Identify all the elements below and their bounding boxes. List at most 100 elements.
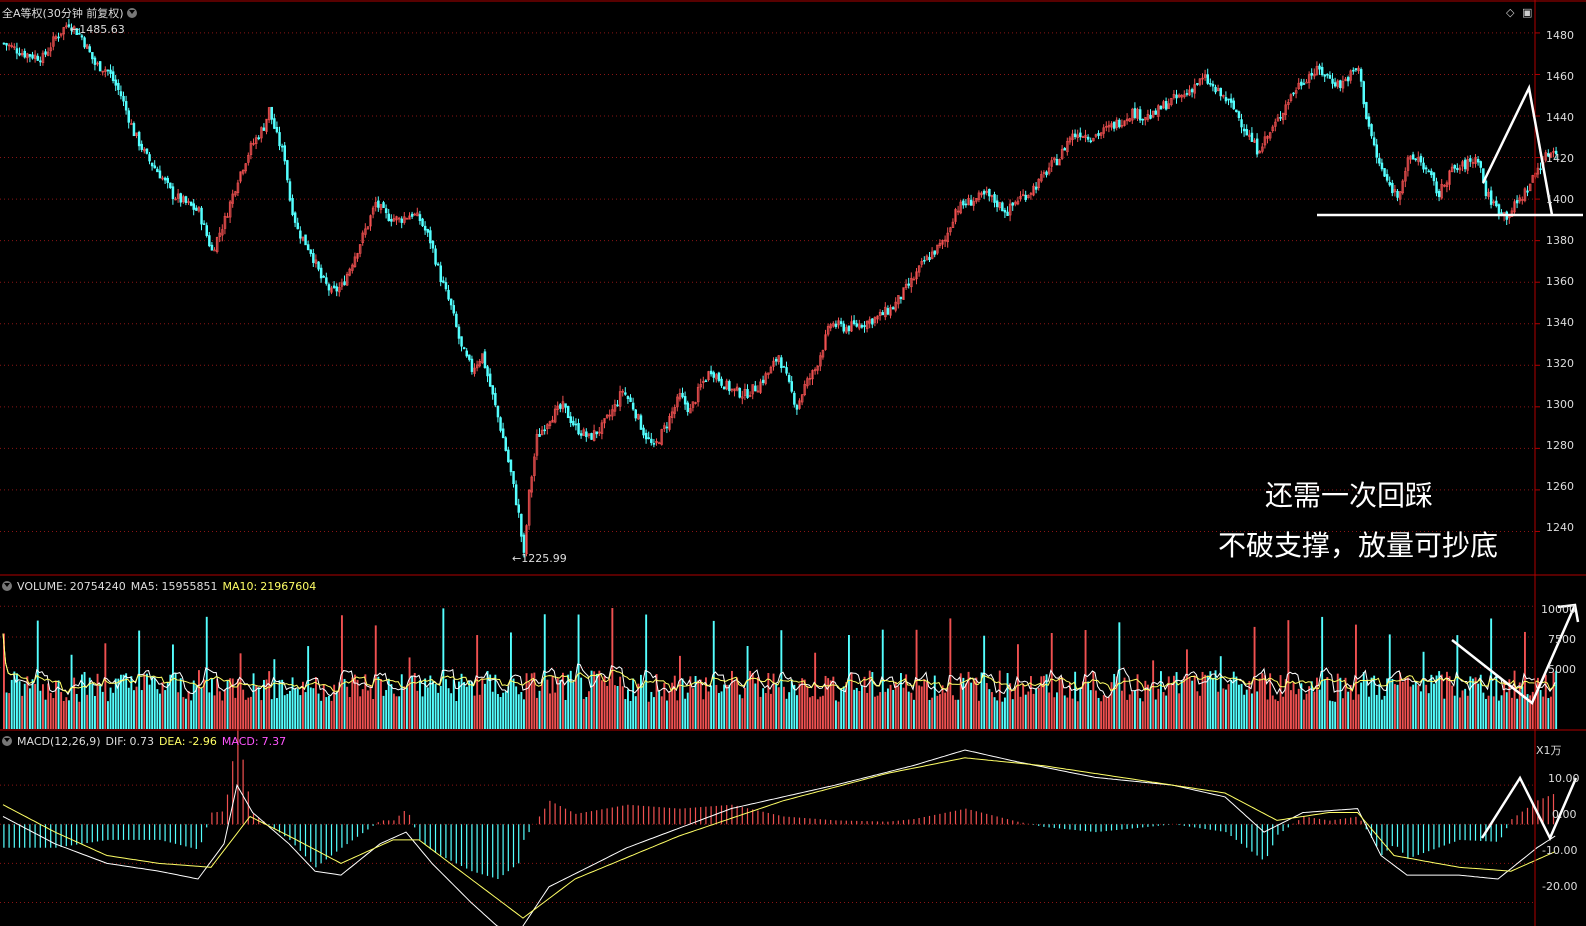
candle-body [462, 347, 466, 350]
candle-body [1401, 180, 1405, 194]
candle-body [335, 286, 338, 292]
candle-body [1162, 101, 1165, 109]
volume-bar [972, 678, 975, 729]
candle-body [1354, 68, 1358, 71]
candle-body [878, 311, 882, 316]
candle-body [717, 372, 721, 381]
volume-bar [229, 678, 232, 729]
macd-dropdown-icon[interactable] [2, 736, 12, 746]
candle-body [1242, 128, 1246, 132]
candle-body [707, 371, 710, 380]
volume-tick: 7500 [1548, 633, 1576, 646]
volume-bar [1508, 679, 1511, 729]
candle-body [1092, 137, 1095, 142]
candle-body [681, 392, 684, 398]
volume-bar [853, 689, 856, 729]
candle-body [262, 127, 266, 131]
volume-bar [1214, 670, 1217, 729]
candle-body [1196, 83, 1199, 85]
candle-body [353, 256, 357, 268]
volume-bar [1206, 675, 1209, 729]
candle-body [569, 416, 572, 424]
volume-bar [1269, 673, 1272, 729]
candle-body [1396, 190, 1399, 198]
volume-bar [814, 652, 817, 729]
candle-body [20, 52, 24, 56]
candle-body [587, 433, 591, 436]
candle-body [408, 215, 411, 220]
candle-body [507, 449, 510, 463]
candle-body [1045, 171, 1048, 176]
candle-body [670, 411, 674, 418]
candle-body [748, 395, 752, 397]
candle-body [174, 198, 177, 201]
candle-body [475, 364, 479, 369]
candle-body [325, 277, 328, 284]
volume-bar [809, 697, 811, 729]
volume-bar [403, 686, 406, 729]
volume-bar [551, 675, 554, 729]
candle-body [1458, 167, 1462, 171]
volume-bar [595, 673, 598, 729]
candle-body [124, 101, 128, 111]
candle-body [1214, 86, 1217, 93]
volume-bar [23, 683, 26, 729]
volume-bar [174, 673, 177, 729]
volume-bar [827, 678, 830, 729]
volume-bar [304, 692, 307, 729]
volume-bar [788, 692, 791, 729]
volume-bar [920, 686, 923, 729]
candle-body [1281, 112, 1285, 121]
volume-bar [1305, 693, 1308, 729]
volume-bar [47, 683, 50, 729]
volume-bar [1469, 676, 1472, 729]
volume-bar [785, 698, 788, 729]
dea-line [2, 757, 1556, 919]
volume-bar [1199, 695, 1201, 729]
volume-bar [686, 692, 689, 729]
volume-bar [1310, 681, 1313, 729]
volume-bar [533, 672, 536, 729]
dropdown-icon[interactable] [126, 8, 137, 18]
volume-bar [411, 675, 414, 729]
window-icon[interactable]: ▣ [1522, 6, 1533, 19]
candle-body [202, 223, 206, 225]
candle-body [254, 137, 258, 144]
candle-body [418, 214, 422, 222]
candle-body [468, 354, 471, 360]
volume-bar [112, 692, 115, 729]
volume-bar [387, 678, 390, 729]
volume-bar [1261, 673, 1264, 729]
chart-title-bar[interactable]: 全A等权(30分钟 前复权) [2, 7, 142, 20]
volume-bar [705, 677, 707, 729]
diamond-icon[interactable]: ◇ [1506, 6, 1515, 19]
candle-body [982, 190, 986, 195]
candle-body [590, 433, 593, 440]
volume-bar [1196, 691, 1199, 729]
volume-dropdown-icon[interactable] [2, 581, 12, 591]
volume-bar [1147, 684, 1149, 729]
volume-bar [733, 680, 736, 729]
candle-body [712, 372, 715, 378]
candle-body [156, 168, 159, 173]
candle-body [1492, 201, 1496, 204]
candle-body [980, 192, 983, 196]
volume-bar [203, 679, 206, 729]
candle-body [1019, 195, 1022, 200]
candle-body [977, 192, 981, 200]
volume-bar [166, 682, 169, 729]
candle-body [260, 127, 263, 139]
volume-bar [692, 688, 694, 729]
candle-body [904, 283, 908, 289]
candle-body [761, 379, 765, 383]
candle-body [535, 434, 539, 456]
candle-body [941, 240, 944, 245]
candle-body [85, 44, 89, 49]
candle-body [561, 401, 565, 410]
candle-body [1331, 78, 1334, 84]
volume-bar [1381, 699, 1383, 729]
candle-body [137, 131, 141, 147]
candle-body [551, 419, 554, 423]
volume-bar [1128, 694, 1131, 729]
